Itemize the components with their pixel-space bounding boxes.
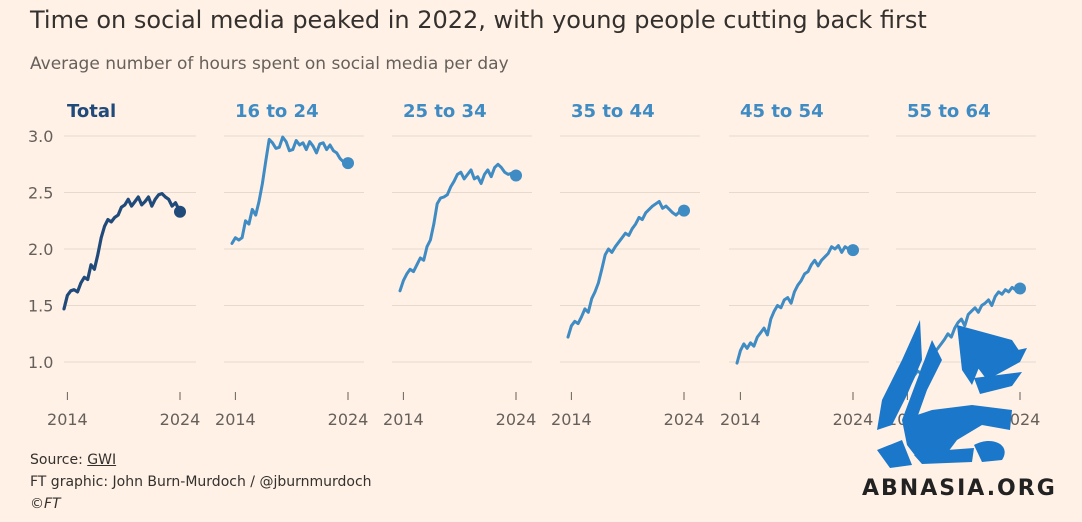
x-tick-label: 2024: [160, 410, 201, 429]
y-tick-label: 1.5: [28, 297, 53, 316]
panel-title-45-to-54: 45 to 54: [740, 101, 824, 122]
panel-title-25-to-34: 25 to 34: [403, 101, 487, 122]
copyright-line: ©FT: [30, 496, 61, 512]
series-end-point-25-to-34: [510, 169, 522, 182]
x-tick-label: 2014: [551, 410, 592, 429]
credit-line: FT graphic: John Burn-Murdoch / @jburnmu…: [30, 474, 372, 490]
panel-title-55-to-64: 55 to 64: [907, 101, 991, 122]
series-line-45-to-54: [735, 244, 855, 365]
x-tick-label: 2014: [215, 410, 256, 429]
panel-title-35-to-44: 35 to 44: [571, 101, 655, 122]
source-line: Source: GWI: [30, 452, 116, 468]
x-tick-label: 2014: [47, 410, 88, 429]
panel-title-total: Total: [67, 101, 116, 122]
source-prefix: Source:: [30, 452, 88, 468]
abnasia-griffin-logo: ABNASIA.ORG: [862, 320, 1057, 501]
series-line-16-to-24: [230, 135, 350, 245]
y-tick-label: 3.0: [28, 127, 53, 146]
x-tick-label: 2024: [664, 410, 705, 429]
x-tick-label: 2014: [720, 410, 761, 429]
series-end-point-55-to-64: [1014, 282, 1026, 295]
chart-title: Time on social media peaked in 2022, wit…: [30, 6, 927, 34]
y-tick-label: 1.0: [28, 353, 53, 372]
watermark-text: ABNASIA.ORG: [862, 476, 1057, 501]
y-tick-label: 2.0: [28, 240, 53, 259]
series-end-point-45-to-54: [847, 244, 859, 257]
source-link[interactable]: GWI: [87, 452, 117, 468]
x-tick-label: 2024: [496, 410, 537, 429]
series-line-25-to-34: [398, 162, 518, 293]
series-end-point-16-to-24: [342, 157, 354, 170]
panel-title-16-to-24: 16 to 24: [235, 101, 319, 122]
series-end-point-total: [174, 205, 186, 218]
chart-subtitle: Average number of hours spent on social …: [30, 54, 509, 74]
series-line-total: [62, 192, 182, 311]
x-tick-label: 2014: [383, 410, 424, 429]
series-end-point-35-to-44: [678, 204, 690, 217]
x-tick-label: 2024: [328, 410, 369, 429]
x-tick-label: 2024: [833, 410, 874, 429]
series-line-35-to-44: [566, 200, 686, 339]
y-tick-label: 2.5: [28, 184, 53, 203]
